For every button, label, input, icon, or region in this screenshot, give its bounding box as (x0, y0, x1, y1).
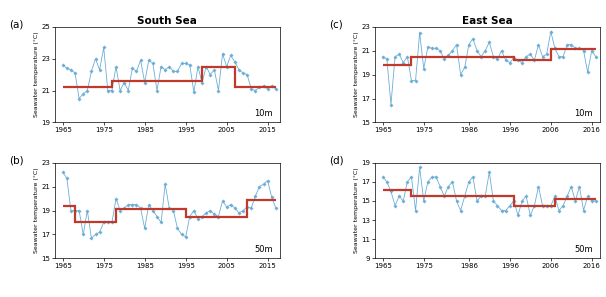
Text: (b): (b) (10, 155, 24, 165)
Y-axis label: Seawater temperature (°C): Seawater temperature (°C) (35, 32, 39, 117)
Y-axis label: Seawater temperature (°C): Seawater temperature (°C) (35, 168, 39, 253)
Text: 10m: 10m (255, 109, 273, 118)
Text: 10m: 10m (574, 109, 593, 118)
Y-axis label: Seawater temperature (°C): Seawater temperature (°C) (355, 168, 359, 253)
Text: 50m: 50m (574, 245, 593, 254)
Text: (a): (a) (10, 19, 24, 29)
Text: (d): (d) (330, 155, 344, 165)
Title: East Sea: East Sea (462, 16, 513, 26)
Text: 50m: 50m (255, 245, 273, 254)
Title: South Sea: South Sea (138, 16, 197, 26)
Text: (c): (c) (330, 19, 343, 29)
Y-axis label: Seawater temperature (°C): Seawater temperature (°C) (355, 32, 359, 117)
